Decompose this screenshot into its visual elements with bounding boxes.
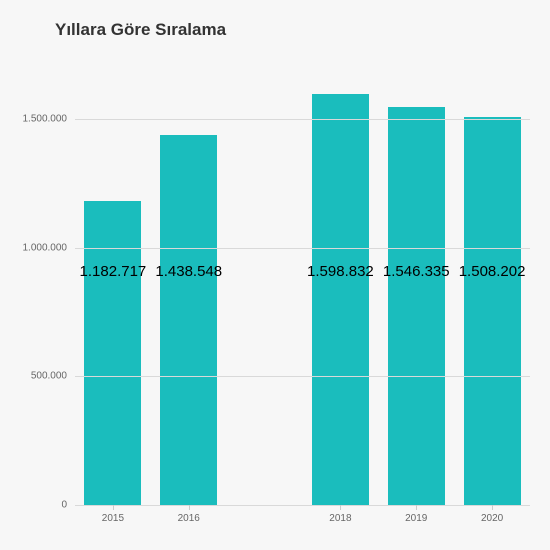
y-tick-label: 500.000 <box>31 371 67 382</box>
chart-container: Yıllara Göre Sıralama 1.182.717 1.438.548… <box>0 0 550 550</box>
bar <box>388 107 445 505</box>
plot-area: 1.182.717 1.438.548 1.598.832 1.546.335 1.50… <box>75 55 530 505</box>
bar <box>312 94 369 505</box>
bars-layer: 1.182.717 1.438.548 1.598.832 1.546.335 1.50… <box>75 55 530 505</box>
x-tick-label: 2019 <box>405 513 427 524</box>
bar <box>160 135 217 505</box>
x-tick <box>492 505 493 510</box>
bar-value-label: 1.546.335 <box>383 263 450 280</box>
bar <box>84 201 141 505</box>
bar-value-label: 1.438.548 <box>155 263 222 280</box>
y-tick-label: 0 <box>61 500 67 511</box>
x-tick <box>416 505 417 510</box>
y-tick-label: 1.000.000 <box>23 242 68 253</box>
grid-line <box>75 248 530 249</box>
bar-value-label: 1.508.202 <box>459 263 526 280</box>
grid-line <box>75 505 530 506</box>
bar <box>464 117 521 505</box>
x-tick-label: 2015 <box>102 513 124 524</box>
x-tick-label: 2020 <box>481 513 503 524</box>
grid-line <box>75 376 530 377</box>
x-tick <box>189 505 190 510</box>
grid-line <box>75 119 530 120</box>
x-tick <box>340 505 341 510</box>
chart-title: Yıllara Göre Sıralama <box>55 20 535 40</box>
bar-value-label: 1.182.717 <box>80 263 147 280</box>
x-tick <box>113 505 114 510</box>
y-tick-label: 1.500.000 <box>23 114 68 125</box>
bar-value-label: 1.598.832 <box>307 263 374 280</box>
x-tick-label: 2018 <box>329 513 351 524</box>
x-tick-label: 2016 <box>178 513 200 524</box>
